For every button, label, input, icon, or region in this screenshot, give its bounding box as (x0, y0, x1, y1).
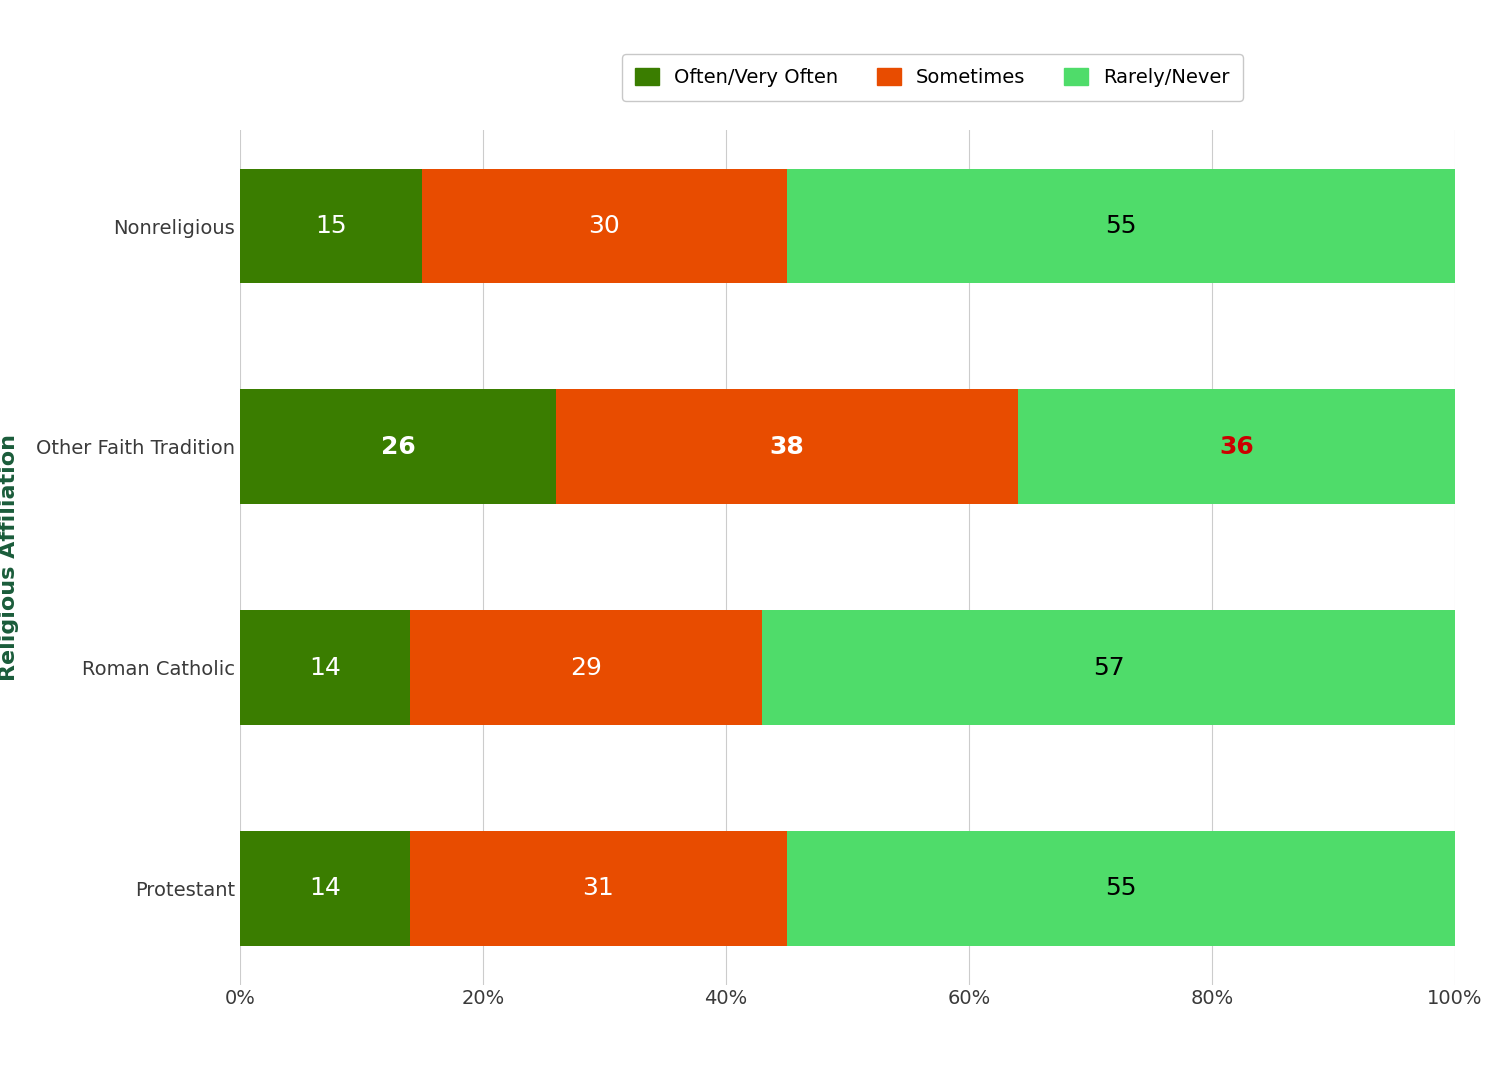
Bar (240, 831, 410, 946)
Text: 14: 14 (309, 656, 340, 679)
Bar (410, 610, 762, 725)
Bar (1017, 390, 1455, 504)
Text: 29: 29 (570, 656, 602, 679)
Text: 55: 55 (1106, 876, 1137, 900)
Legend: Often/Very Often, Sometimes, Rarely/Never: Often/Very Often, Sometimes, Rarely/Neve… (621, 54, 1244, 101)
Bar (762, 610, 1455, 725)
Bar (423, 169, 786, 283)
Text: 26: 26 (381, 435, 416, 459)
Text: 14: 14 (309, 876, 340, 900)
Text: 55: 55 (1106, 214, 1137, 238)
Text: 38: 38 (770, 435, 804, 459)
Bar (240, 610, 410, 725)
Bar (556, 390, 1017, 504)
Text: 36: 36 (1220, 435, 1254, 459)
Bar (240, 169, 423, 283)
Bar (240, 390, 556, 504)
Text: 15: 15 (315, 214, 346, 238)
Bar (410, 831, 786, 946)
Bar (786, 831, 1455, 946)
Bar (786, 169, 1455, 283)
Text: 30: 30 (588, 214, 621, 238)
Text: 57: 57 (1094, 656, 1125, 679)
Y-axis label: Religious Affiliation: Religious Affiliation (0, 434, 20, 681)
Text: 31: 31 (582, 876, 615, 900)
